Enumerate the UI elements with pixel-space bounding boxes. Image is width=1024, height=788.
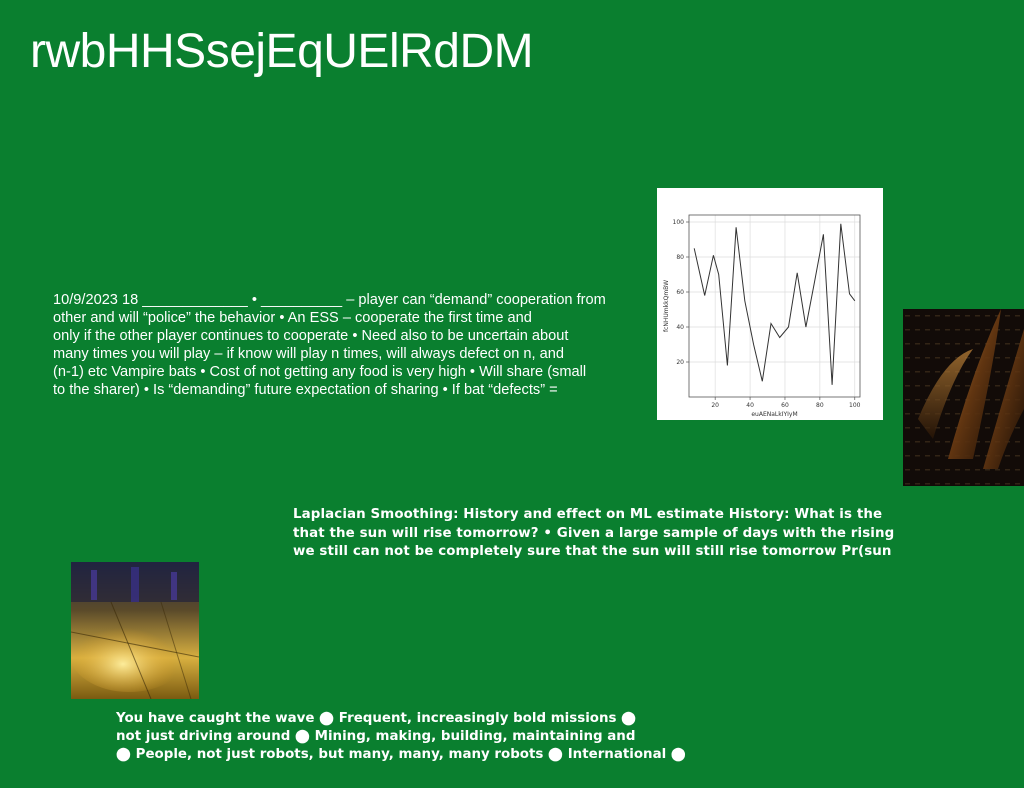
plot-frame <box>688 214 861 398</box>
text-line: You have caught the wave ⬤ Frequent, inc… <box>116 711 637 726</box>
line-chart-image: 20 40 60 80 100 20 40 60 80 100 euAENaLkIYIyM fcNHU… <box>657 188 883 420</box>
y-tick-label: 80 <box>676 254 684 261</box>
text-line: Laplacian Smoothing: History and effect … <box>293 507 883 522</box>
y-tick-label: 60 <box>676 289 684 296</box>
text-line: that the sun will rise tomorrow? • Given… <box>293 525 895 541</box>
y-tick-label: 20 <box>676 359 684 366</box>
text-line: other and will “police” the behavior • A… <box>53 310 532 326</box>
dark-abstract-photo <box>903 309 1024 486</box>
text-line: only if the other player continues to co… <box>53 328 569 344</box>
x-tick-label: 60 <box>781 402 789 409</box>
x-axis-label: euAENaLkIYIyM <box>751 411 797 418</box>
slide-title: rwbHHSsejEqUElRdDM <box>30 25 534 78</box>
text-line: we still can not be completely sure that… <box>293 544 892 559</box>
text-line: many times you will play – if know will … <box>53 346 564 362</box>
text-line: 10/9/2023 18 _____________ • __________ … <box>53 292 606 308</box>
y-tick-label: 100 <box>673 219 685 226</box>
x-tick-label: 20 <box>711 402 719 409</box>
x-tick-label: 80 <box>816 402 824 409</box>
x-tick-label: 40 <box>746 402 754 409</box>
golden-floor-photo <box>69 562 200 700</box>
series-line <box>693 223 856 385</box>
y-tick-label: 40 <box>676 324 684 331</box>
text-line: to the sharer) • Is “demanding” future e… <box>53 382 558 398</box>
line-chart: 20 40 60 80 100 20 40 60 80 100 euAENaLkIYIyM fcNHU… <box>663 214 861 418</box>
bat-text-block: 10/9/2023 18 _____________ • __________ … <box>53 291 653 399</box>
text-line: (n-1) etc Vampire bats • Cost of not get… <box>53 364 587 380</box>
text-line: ⬤ People, not just robots, but many, man… <box>116 747 686 762</box>
text-line: not just driving around ⬤ Mining, making… <box>116 729 636 744</box>
y-axis-label: fcNHUmkkQmBW <box>663 280 670 332</box>
laplace-text-block: Laplacian Smoothing: History and effect … <box>293 506 933 562</box>
x-tick-label: 100 <box>849 402 861 409</box>
wave-text-block: You have caught the wave ⬤ Frequent, inc… <box>116 710 736 764</box>
